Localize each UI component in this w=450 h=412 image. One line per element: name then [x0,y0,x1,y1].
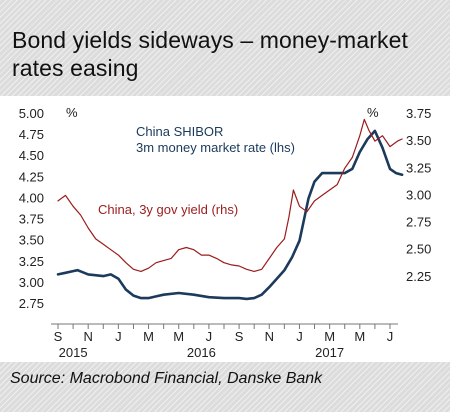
series-label-shibor-line1: China SHIBOR [136,124,223,139]
series-layer [56,118,404,301]
left-tick-label: 3.75 [19,212,44,227]
right-tick-label: 3.50 [406,133,431,148]
series-label-gov-yield: China, 3y gov yield (rhs) [98,202,238,217]
x-axis: S N J M M J S N J M M J 2015 2016 2017 [54,324,394,360]
chart-area: 5.00 4.75 4.50 4.25 4.00 3.75 3.50 3.25 3.00 2.75… [0,96,450,362]
x-month-label: N [83,329,92,344]
x-month-label: S [54,329,63,344]
x-month-label: J [115,329,122,344]
x-month-label: M [324,329,335,344]
right-unit-label: % [367,105,379,120]
title-panel: Bond yields sideways – money-market rate… [0,0,450,96]
x-month-label: M [143,329,154,344]
right-tick-label: 3.75 [406,106,431,121]
left-tick-label: 3.50 [19,233,44,248]
left-unit-label: % [66,105,78,120]
left-tick-label: 3.00 [19,275,44,290]
left-tick-label: 4.75 [19,127,44,142]
left-tick-label: 5.00 [19,106,44,121]
x-year-label: 2017 [315,345,344,360]
right-axis: 3.75 3.50 3.25 3.00 2.75 2.50 2.25 [406,106,431,284]
x-month-label: J [387,329,394,344]
chart-title: Bond yields sideways – money-market rate… [12,27,408,81]
x-year-label: 2016 [187,345,216,360]
left-tick-label: 2.75 [19,296,44,311]
right-tick-label: 3.25 [406,160,431,175]
x-month-label: J [206,329,213,344]
series-label-shibor-line2: 3m money market rate (lhs) [136,140,295,155]
right-tick-label: 2.50 [406,242,431,257]
x-month-label: J [296,329,303,344]
left-tick-label: 4.50 [19,148,44,163]
right-tick-label: 3.00 [406,187,431,202]
gov-yield-series-line [57,118,403,272]
x-month-label: M [173,329,184,344]
left-axis: 5.00 4.75 4.50 4.25 4.00 3.75 3.50 3.25 3.00 2.75 [19,106,44,311]
x-month-label: N [265,329,274,344]
right-tick-label: 2.75 [406,215,431,230]
right-tick-label: 2.25 [406,269,431,284]
source-panel: Source: Macrobond Financial, Danske Bank [0,362,450,412]
x-month-label: S [235,329,244,344]
source-note: Source: Macrobond Financial, Danske Bank [10,370,323,387]
left-tick-label: 4.00 [19,190,44,205]
x-year-label: 2015 [59,345,88,360]
line-chart: 5.00 4.75 4.50 4.25 4.00 3.75 3.50 3.25 3.00 2.75… [19,105,432,360]
shibor-series-line [56,129,404,301]
left-tick-label: 3.25 [19,254,44,269]
left-tick-label: 4.25 [19,169,44,184]
x-month-label: M [354,329,365,344]
